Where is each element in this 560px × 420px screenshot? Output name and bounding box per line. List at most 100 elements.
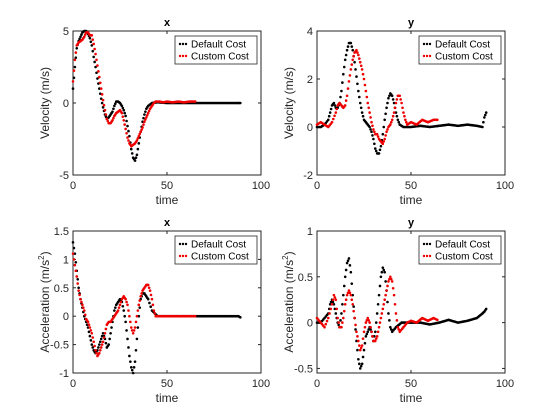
data-point [387, 280, 390, 283]
data-point [130, 152, 134, 155]
data-point [387, 312, 390, 315]
data-point [331, 300, 335, 304]
data-point [95, 58, 98, 62]
legend-marker [425, 42, 429, 46]
x-axis-label: time [400, 391, 423, 405]
data-point [389, 123, 392, 126]
data-point [94, 52, 97, 56]
data-point [325, 319, 329, 323]
legend-box [418, 235, 502, 265]
data-point [73, 252, 77, 256]
data-point [144, 118, 147, 121]
data-point [354, 328, 357, 331]
data-point [349, 293, 353, 297]
data-point [80, 300, 83, 304]
data-point [114, 306, 117, 309]
data-point [93, 47, 96, 51]
data-point [377, 152, 381, 155]
data-point [354, 68, 357, 71]
x-tick-label: 100 [496, 378, 514, 390]
data-point [376, 135, 380, 138]
y-axis-label: Velocity (m/s) [282, 67, 296, 139]
chart-title: x [164, 217, 171, 229]
data-point [72, 246, 76, 250]
data-point [483, 113, 487, 117]
legend-entry: Default Cost [191, 240, 246, 251]
data-point [131, 371, 135, 375]
data-point [116, 309, 120, 312]
data-point [142, 123, 145, 126]
data-point [387, 96, 390, 100]
legend-marker [428, 242, 432, 246]
data-point [355, 339, 358, 343]
data-point [336, 316, 339, 320]
y-axis-label-sup: 2 [281, 255, 290, 260]
data-point [326, 316, 330, 320]
data-point [98, 87, 101, 90]
data-point [326, 118, 330, 122]
data-point [337, 321, 340, 324]
data-point [359, 106, 363, 110]
data-point [124, 127, 127, 131]
x-tick-label: 50 [405, 180, 417, 192]
data-point [393, 106, 397, 110]
data-point [328, 111, 332, 114]
data-point [348, 291, 352, 295]
data-point [357, 89, 360, 93]
data-point [98, 75, 101, 79]
data-point [370, 120, 373, 124]
data-point [356, 348, 359, 352]
y-tick-label: -0.5 [294, 363, 313, 375]
data-point [373, 330, 377, 334]
y-tick-label: 0 [307, 122, 313, 134]
data-point [126, 124, 129, 128]
data-point [344, 298, 348, 302]
data-point [89, 40, 93, 44]
data-point [138, 299, 142, 302]
data-point [484, 307, 488, 311]
data-point [128, 134, 131, 138]
data-point [350, 298, 354, 302]
data-point [341, 302, 344, 306]
data-point [393, 302, 397, 306]
data-point [76, 282, 79, 285]
x-axis-label: time [400, 193, 423, 207]
data-point [147, 286, 151, 290]
data-point [152, 309, 156, 312]
data-point [390, 280, 394, 283]
data-point [342, 72, 345, 76]
data-point [87, 323, 91, 327]
data-point [79, 297, 82, 301]
data-point [93, 60, 96, 64]
data-point [330, 120, 334, 124]
y-tick-label: 1 [63, 254, 69, 266]
data-point [378, 148, 382, 152]
data-point [149, 305, 153, 309]
data-point [89, 339, 93, 342]
data-point [145, 116, 148, 119]
data-point [381, 142, 385, 146]
data-point [104, 327, 108, 331]
data-point [113, 309, 116, 312]
data-point [347, 257, 351, 260]
data-point [193, 100, 197, 103]
data-point [103, 331, 107, 335]
data-point [74, 51, 78, 54]
data-point [351, 48, 355, 52]
legend-marker [425, 254, 429, 258]
data-point [373, 142, 376, 146]
data-point [365, 95, 369, 99]
data-point [95, 71, 98, 75]
data-point [368, 321, 371, 324]
data-point [124, 114, 127, 118]
data-point [332, 293, 336, 297]
data-point [349, 270, 353, 274]
data-point [386, 128, 389, 131]
data-point [405, 120, 408, 124]
data-point [108, 337, 111, 341]
data-point [358, 101, 362, 105]
legend-marker [428, 42, 432, 46]
data-point [122, 118, 126, 122]
data-point [327, 114, 331, 118]
data-point [129, 147, 133, 151]
